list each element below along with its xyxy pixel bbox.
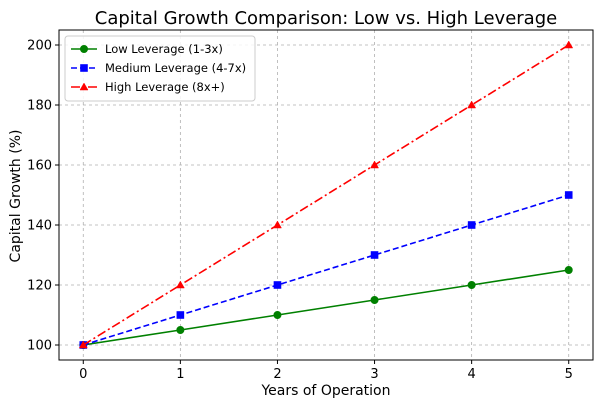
legend-item: High Leverage (8x+) xyxy=(71,80,225,94)
data-point xyxy=(175,280,185,289)
series-0 xyxy=(79,266,573,349)
series-line xyxy=(83,194,569,346)
x-tick-label: 3 xyxy=(370,367,378,382)
series-2 xyxy=(78,40,574,349)
data-point xyxy=(564,266,573,274)
y-tick-label: 200 xyxy=(27,39,52,54)
legend-label: Low Leverage (1-3x) xyxy=(105,42,223,56)
data-point xyxy=(370,160,379,169)
data-point xyxy=(370,251,379,259)
data-point xyxy=(467,100,477,109)
legend-swatch-marker xyxy=(79,82,89,91)
data-point xyxy=(564,40,574,49)
legend-item: Medium Leverage (4-7x) xyxy=(71,61,246,75)
data-point xyxy=(273,281,282,289)
legend-item: Low Leverage (1-3x) xyxy=(71,42,223,56)
data-point xyxy=(273,311,282,319)
series-1 xyxy=(79,191,573,349)
data-point xyxy=(176,326,185,334)
series-line xyxy=(83,269,569,346)
data-point xyxy=(78,340,88,349)
data-point xyxy=(273,220,282,229)
x-tick-label: 1 xyxy=(176,367,184,382)
plot-frame xyxy=(58,29,594,361)
legend-box xyxy=(64,35,256,102)
series-layer xyxy=(78,40,574,349)
x-tick-label: 5 xyxy=(565,367,573,382)
x-tick-label: 0 xyxy=(79,367,87,382)
y-tick-label: 100 xyxy=(27,339,52,354)
data-point xyxy=(467,281,476,289)
x-axis-label: Years of Operation xyxy=(260,383,390,399)
legend: Low Leverage (1-3x) Medium Leverage (4-7x… xyxy=(64,35,256,102)
data-point xyxy=(370,296,379,304)
grid-layer xyxy=(59,30,593,360)
y-axis-label: Capital Growth (%) xyxy=(8,130,24,263)
y-tick-label: 120 xyxy=(27,279,52,294)
y-tick-label: 160 xyxy=(27,159,52,174)
legend-label: High Leverage (8x+) xyxy=(105,80,225,94)
legend-swatch-marker xyxy=(80,45,88,53)
x-tick-label: 4 xyxy=(467,367,475,382)
legend-label: Medium Leverage (4-7x) xyxy=(105,61,246,75)
tick-layer: 0 1 2 3 4 5 100 120 140 160 180 200 xyxy=(27,39,573,383)
data-point xyxy=(176,311,185,319)
x-tick-label: 2 xyxy=(273,367,281,382)
y-tick-label: 140 xyxy=(27,219,52,234)
data-point xyxy=(467,221,476,229)
data-point xyxy=(564,191,573,199)
y-tick-label: 180 xyxy=(27,99,52,114)
series-line xyxy=(82,44,570,346)
axes-layer xyxy=(58,29,594,361)
legend-swatch-marker xyxy=(80,64,88,72)
chart-title: Capital Growth Comparison: Low vs. High … xyxy=(95,8,557,29)
